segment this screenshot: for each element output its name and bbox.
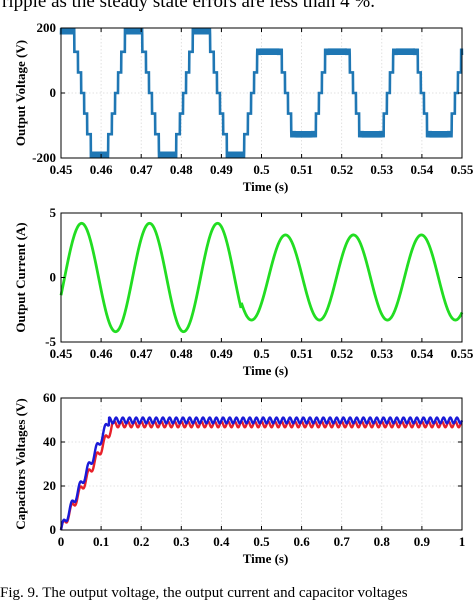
x-tick-label: 0.51 <box>290 346 313 361</box>
x-tick-label: 0.45 <box>50 162 73 177</box>
x-tick-label: 0.53 <box>370 162 393 177</box>
y-tick-label: 200 <box>37 20 57 35</box>
x-tick-label: 0.6 <box>293 534 310 549</box>
x-tick-label: 0.4 <box>213 534 230 549</box>
x-tick-label: 0.9 <box>414 534 431 549</box>
x-tick-label: 0.3 <box>173 534 190 549</box>
x-tick-label: 0.7 <box>334 534 351 549</box>
x-tick-label: 0.8 <box>374 534 391 549</box>
panel-1: 0.45 0.46 0.47 0.48 0.49 0.5 0.51 0.52 0.53 0.54 0… <box>13 20 474 194</box>
x-tick-label: 0 <box>58 534 65 549</box>
current-series-line <box>59 221 464 334</box>
x-tick-label: 0.49 <box>210 162 233 177</box>
y-tick-label: 60 <box>43 390 56 405</box>
y-tick-label: 40 <box>43 434 56 449</box>
x-tick-label: 0.5 <box>253 534 270 549</box>
x-tick-label: 0.46 <box>90 162 113 177</box>
y-tick-label: 0 <box>50 85 57 100</box>
y-tick-label: 0 <box>50 522 57 537</box>
x-tick-label: 0.54 <box>411 162 434 177</box>
capacitor-voltage-blue-line <box>59 416 464 531</box>
x-tick-label: 0.49 <box>210 346 233 361</box>
y-tick-label: 5 <box>50 205 57 220</box>
voltage-series-line <box>59 27 464 159</box>
x-tick-label: 0.47 <box>130 346 153 361</box>
y-axis-label: Capacitors Voltages (V) <box>13 398 28 529</box>
x-tick-label: 0.51 <box>290 162 313 177</box>
x-tick-label: 0.46 <box>90 346 113 361</box>
x-tick-label: 0.2 <box>133 534 149 549</box>
x-tick-label: 0.45 <box>50 346 73 361</box>
x-tick-label: 1 <box>459 534 466 549</box>
y-axis-label: Output Voltage (V) <box>13 40 28 146</box>
x-tick-label: 0.5 <box>253 346 270 361</box>
y-tick-label: 20 <box>43 478 56 493</box>
y-tick-label: -200 <box>32 150 56 165</box>
x-axis-label: Time (s) <box>243 179 289 194</box>
x-tick-label: 0.47 <box>130 162 153 177</box>
x-tick-label: 0.52 <box>330 162 353 177</box>
x-tick-label: 0.55 <box>451 162 474 177</box>
x-tick-label: 0.52 <box>330 346 353 361</box>
y-tick-label: 0 <box>50 270 57 285</box>
x-tick-label: 0.1 <box>93 534 109 549</box>
x-axis-label: Time (s) <box>243 551 289 566</box>
x-tick-label: 0.53 <box>370 346 393 361</box>
y-tick-label: -5 <box>45 334 56 349</box>
x-tick-label: 0.48 <box>170 346 193 361</box>
panel-3: 0 0.1 0.2 0.3 0.4 0.5 0.6 0.7 0.8 0.9 1 0 20 40 60 Time… <box>13 390 465 566</box>
x-tick-label: 0.54 <box>411 346 434 361</box>
x-axis-label: Time (s) <box>243 363 289 378</box>
x-tick-label: 0.48 <box>170 162 193 177</box>
panel-2: 0.45 0.46 0.47 0.48 0.49 0.5 0.51 0.52 0.53 0.54 0… <box>13 205 474 378</box>
top-caption-text: ripple as the steady state errors are le… <box>2 0 376 12</box>
x-tick-label: 0.55 <box>451 346 474 361</box>
y-axis-label: Output Current (A) <box>13 222 28 332</box>
x-tick-label: 0.5 <box>253 162 270 177</box>
